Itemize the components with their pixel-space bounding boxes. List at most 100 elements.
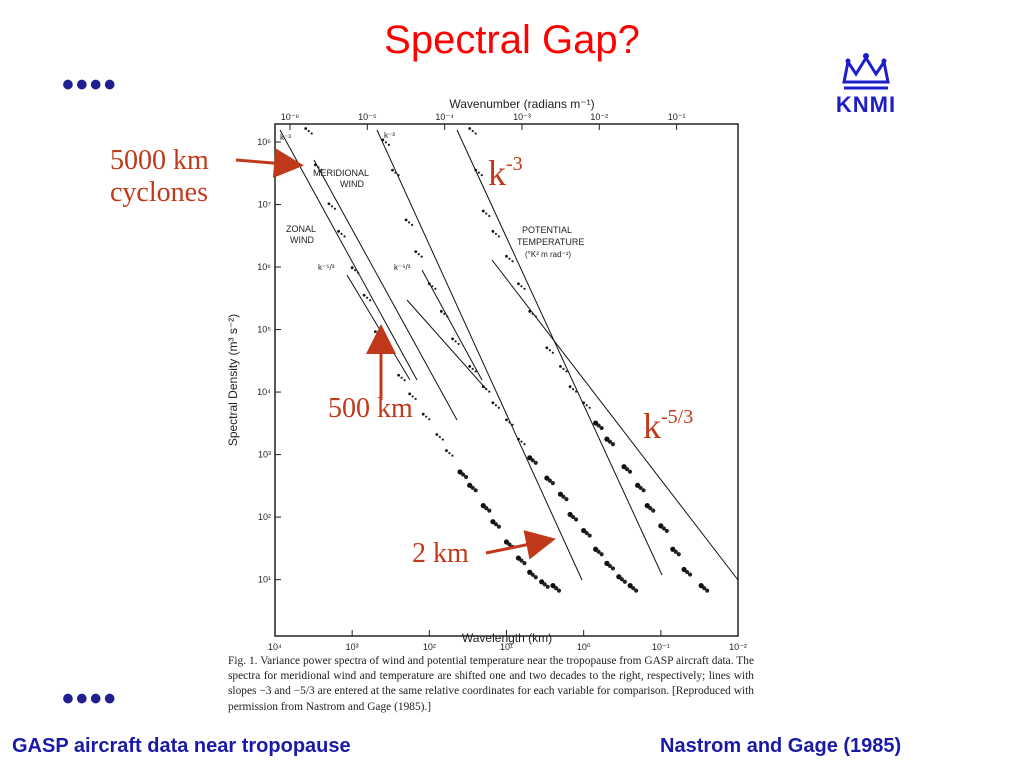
data-point bbox=[523, 287, 526, 290]
data-point bbox=[497, 235, 501, 238]
data-point bbox=[574, 390, 578, 393]
data-point bbox=[354, 269, 357, 272]
data-point bbox=[488, 214, 491, 218]
data-point bbox=[596, 549, 601, 554]
y-tick-label: 10³ bbox=[258, 450, 271, 460]
data-point bbox=[387, 143, 390, 147]
data-point bbox=[676, 552, 681, 557]
data-point bbox=[658, 523, 664, 529]
plot-frame bbox=[274, 123, 739, 637]
data-point bbox=[431, 285, 434, 288]
data-point bbox=[619, 577, 624, 582]
data-point bbox=[527, 569, 533, 575]
data-point bbox=[522, 561, 527, 566]
data-point bbox=[333, 207, 337, 210]
footer-left: GASP aircraft data near tropopause bbox=[12, 735, 351, 757]
data-point bbox=[310, 132, 313, 135]
slope-k53-annotation: k-5/3 bbox=[643, 405, 693, 447]
data-point bbox=[457, 469, 463, 475]
k3-merid-label: k⁻³ bbox=[384, 131, 395, 140]
data-point bbox=[519, 558, 524, 563]
meridional-label-1: MERIDIONAL bbox=[313, 168, 369, 178]
slope-k53-exp: -5/3 bbox=[661, 406, 694, 428]
data-point bbox=[508, 257, 511, 260]
data-point bbox=[380, 335, 383, 338]
data-point bbox=[496, 524, 501, 529]
data-point bbox=[474, 168, 478, 172]
slope-k3-exp: -3 bbox=[506, 153, 523, 175]
data-point bbox=[377, 332, 380, 336]
data-point bbox=[593, 420, 599, 426]
data-point bbox=[337, 229, 340, 233]
data-point bbox=[533, 460, 538, 465]
data-point bbox=[593, 546, 599, 552]
data-point bbox=[587, 533, 592, 538]
data-point bbox=[607, 563, 612, 568]
data-point bbox=[548, 349, 551, 352]
data-point bbox=[471, 367, 474, 370]
temperature-label-2: TEMPERATURE bbox=[517, 237, 584, 247]
y-tick-label: 10⁷ bbox=[258, 200, 271, 210]
data-point bbox=[523, 443, 526, 446]
data-point bbox=[561, 494, 566, 499]
data-point bbox=[417, 252, 420, 256]
data-point bbox=[425, 415, 428, 418]
data-point bbox=[527, 455, 533, 461]
k53-merid-label: k⁻⁵/³ bbox=[394, 263, 411, 272]
data-point bbox=[327, 202, 331, 206]
data-point bbox=[616, 574, 622, 580]
data-point bbox=[530, 572, 535, 577]
data-point bbox=[304, 127, 308, 130]
data-point bbox=[397, 373, 401, 377]
data-point bbox=[397, 174, 400, 177]
data-point bbox=[551, 351, 554, 354]
data-point bbox=[505, 418, 508, 422]
x-tick-label: 10⁴ bbox=[268, 642, 282, 650]
slope-k3-annotation: k-3 bbox=[488, 152, 523, 194]
data-point bbox=[705, 588, 710, 593]
meridional-label-2: WIND bbox=[340, 179, 364, 189]
data-point bbox=[517, 282, 520, 286]
data-point bbox=[510, 544, 515, 550]
data-point bbox=[648, 506, 653, 511]
data-point bbox=[451, 454, 454, 457]
data-point bbox=[610, 566, 615, 571]
data-point bbox=[317, 166, 320, 169]
data-point bbox=[357, 271, 360, 274]
data-point bbox=[490, 519, 496, 525]
data-point bbox=[596, 423, 601, 428]
data-point bbox=[403, 379, 406, 382]
data-point bbox=[687, 572, 693, 577]
data-point bbox=[599, 552, 604, 557]
data-point bbox=[567, 511, 573, 518]
data-point bbox=[508, 421, 511, 424]
top-tick-label: 10⁻⁵ bbox=[358, 112, 377, 122]
data-point bbox=[407, 221, 411, 224]
data-point bbox=[627, 583, 633, 589]
data-point bbox=[673, 549, 678, 554]
annotation-2km: 2 km bbox=[412, 538, 469, 569]
data-point bbox=[468, 364, 472, 368]
x-tick-label: 10² bbox=[423, 642, 436, 650]
data-point bbox=[445, 449, 448, 452]
data-point bbox=[394, 171, 397, 174]
data-point bbox=[404, 218, 408, 222]
data-point bbox=[547, 478, 552, 483]
k53-zonal-label: k⁻⁵/³ bbox=[318, 263, 335, 272]
data-point bbox=[420, 255, 423, 258]
top-axis-label: Wavenumber (radians m⁻¹) bbox=[449, 97, 594, 111]
data-point bbox=[568, 385, 572, 389]
data-point bbox=[468, 127, 472, 130]
data-point bbox=[556, 588, 562, 593]
spectra-chart: Wavenumber (radians m⁻¹) Wavelength (km)… bbox=[226, 97, 747, 650]
data-point bbox=[320, 168, 323, 171]
data-point bbox=[622, 579, 627, 584]
data-point bbox=[487, 508, 492, 513]
data-point bbox=[588, 406, 591, 409]
data-point bbox=[474, 370, 477, 373]
data-point bbox=[530, 458, 535, 463]
y-tick-label: 10¹ bbox=[258, 575, 271, 585]
data-point bbox=[539, 579, 545, 585]
data-point bbox=[481, 385, 485, 389]
data-point bbox=[340, 232, 343, 235]
